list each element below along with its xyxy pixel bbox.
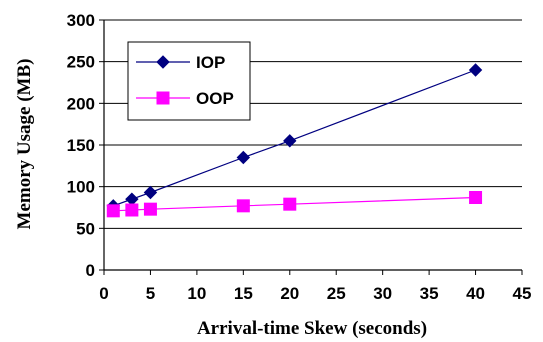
y-tick-label: 100	[67, 178, 95, 197]
x-tick-label: 45	[513, 284, 532, 303]
data-point-iop	[236, 150, 251, 165]
y-tick-label: 300	[67, 11, 95, 30]
axes	[99, 19, 523, 275]
x-tick-label: 25	[327, 284, 346, 303]
x-tick-labels: 0 5 10 15 20 25 30 35 40 45	[99, 284, 531, 303]
legend-label-iop: IOP	[196, 53, 225, 72]
y-tick-label: 0	[86, 261, 95, 280]
x-tick-label: 5	[146, 284, 155, 303]
x-tick-label: 20	[280, 284, 299, 303]
x-tick-label: 15	[234, 284, 253, 303]
legend-box	[127, 41, 251, 121]
y-tick-label: 200	[67, 94, 95, 113]
x-tick-label: 0	[99, 284, 108, 303]
data-point-oop	[125, 203, 139, 217]
data-point-iop	[125, 192, 139, 206]
legend-label-oop: OOP	[196, 89, 234, 108]
y-tick-label: 150	[67, 136, 95, 155]
x-tick-label: 10	[187, 284, 206, 303]
x-tick-label: 40	[466, 284, 485, 303]
x-tick-label: 35	[420, 284, 439, 303]
legend-marker-iop	[156, 55, 170, 69]
x-tick-label: 30	[373, 284, 392, 303]
data-point-oop	[143, 202, 157, 216]
y-tick-label: 250	[67, 53, 95, 72]
legend-marker-oop	[156, 91, 170, 105]
y-axis-title: Memory Usage (MB)	[14, 59, 35, 230]
data-point-oop	[283, 197, 297, 211]
series-group	[106, 63, 483, 218]
x-axis-title: Arrival-time Skew (seconds)	[197, 318, 427, 339]
data-point-iop	[468, 63, 483, 77]
y-tick-labels: 0 50 100 150 200 250 300	[67, 11, 95, 280]
legend: IOP OOP	[127, 41, 251, 121]
y-tick-label: 50	[76, 219, 95, 238]
data-point-oop	[106, 204, 120, 218]
data-point-oop	[236, 199, 250, 213]
data-point-oop	[469, 191, 483, 204]
data-point-iop	[283, 134, 297, 148]
series-oop	[106, 191, 483, 218]
data-point-iop	[143, 185, 158, 200]
